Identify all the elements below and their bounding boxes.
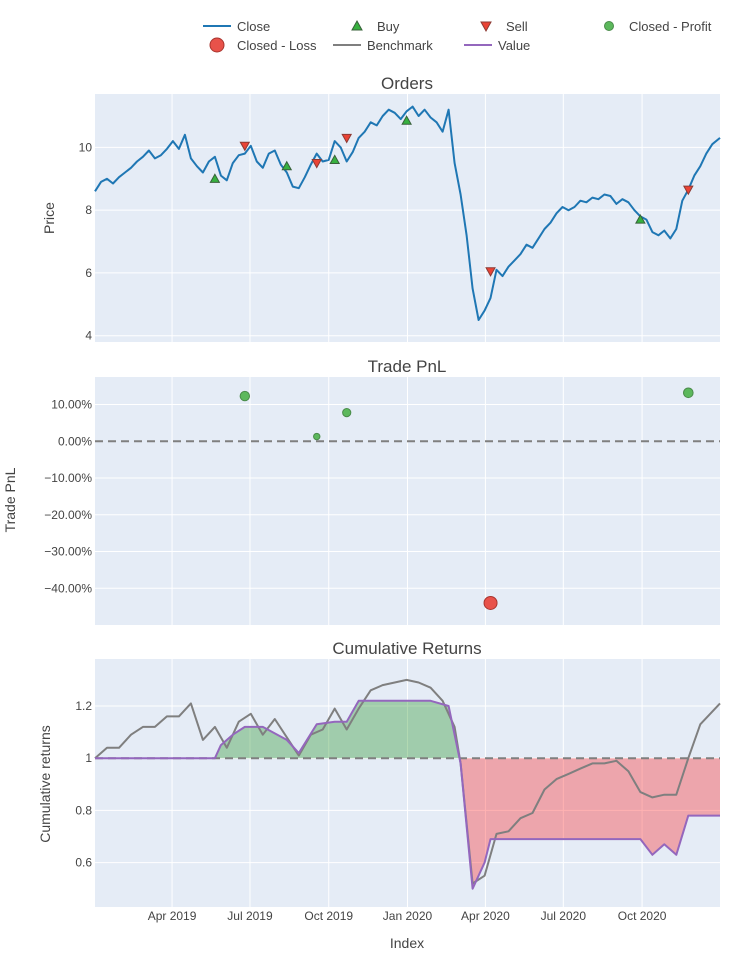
legend-item: Buy <box>351 19 400 34</box>
orders-y-label: Price <box>41 202 57 234</box>
cumulative-returns-y-label: Cumulative returns <box>37 725 53 843</box>
profit-point <box>683 387 694 399</box>
y-tick-label: 0.8 <box>75 803 92 817</box>
x-tick-label: Oct 2020 <box>618 909 667 923</box>
legend-item: Value <box>464 38 530 53</box>
x-tick-label: Oct 2019 <box>304 909 353 923</box>
trade-pnl-panel: 10.00%0.00%−10.00%−20.00%−30.00%−40.00% … <box>2 357 720 625</box>
legend-label: Closed - Loss <box>237 38 317 53</box>
legend-label: Closed - Profit <box>629 19 712 34</box>
sell-marker <box>485 267 496 277</box>
loss-fill-area <box>95 758 720 889</box>
legend-item: Benchmark <box>333 38 433 53</box>
plot-area: 0.6 0.8 1 1.2 <box>75 659 721 907</box>
y-tick-label: 0.6 <box>75 856 92 870</box>
sell-marker <box>341 133 353 144</box>
y-tick-label: −20.00% <box>44 508 92 522</box>
y-tick-label: 0.00% <box>58 434 92 448</box>
value-line <box>95 699 720 890</box>
benchmark-line <box>94 678 721 885</box>
legend-item: Closed - Loss <box>209 37 317 53</box>
buy-marker <box>209 173 221 183</box>
y-tick-label: 1 <box>85 751 92 765</box>
x-tick-label: Apr 2020 <box>461 909 510 923</box>
y-tick-label: −40.00% <box>44 581 92 595</box>
y-tick-label: 10 <box>79 140 93 154</box>
legend-swatch-circle <box>604 21 614 31</box>
legend-item: Sell <box>480 19 528 34</box>
y-tick-label: −30.00% <box>44 545 92 559</box>
orders-panel: 4 6 8 10 Orders Price <box>41 74 721 343</box>
legend-item: Close <box>203 19 270 34</box>
x-tick-label: Jan 2020 <box>383 909 433 923</box>
close-price-line <box>94 105 721 321</box>
legend-swatch-triangle-down <box>480 21 492 33</box>
x-axis: Index Apr 2019 Jul 2019 Oct 2019 Jan 2020 Ap… <box>148 909 667 951</box>
y-tick-label: 1.2 <box>75 699 92 713</box>
legend-item: Closed - Profit <box>604 19 712 34</box>
sell-marker <box>239 141 251 152</box>
legend-swatch-circle <box>209 37 225 53</box>
buy-marker <box>635 214 646 224</box>
x-axis-title: Index <box>390 935 424 951</box>
profit-point <box>342 408 352 418</box>
x-tick-label: Jul 2020 <box>541 909 587 923</box>
buy-marker <box>329 154 341 165</box>
sell-marker <box>311 158 323 169</box>
profit-fill-area <box>95 700 720 759</box>
buy-marker <box>401 115 412 125</box>
legend: Close Buy Sell Closed - Profit Closed - Loss… <box>203 19 712 53</box>
legend-label: Close <box>237 19 270 34</box>
buy-marker <box>281 160 293 171</box>
legend-label: Benchmark <box>367 38 433 53</box>
y-tick-label: 6 <box>85 266 92 280</box>
x-tick-label: Apr 2019 <box>148 909 197 923</box>
cumulative-returns-title: Cumulative Returns <box>332 639 481 658</box>
legend-label: Value <box>498 38 530 53</box>
sell-marker <box>682 185 694 196</box>
plot-area: 10.00% 0.00% −10.00% −20.00% −30.00% −40.00% <box>44 377 720 625</box>
trade-pnl-title: Trade PnL <box>368 357 447 376</box>
loss-point <box>483 595 498 610</box>
y-tick-label: −10.00% <box>44 471 92 485</box>
y-tick-label: 10.00% <box>51 398 92 412</box>
cumulative-returns-panel: 0.6 0.8 1 1.2 Cumulative Returns Cumulative… <box>37 639 721 907</box>
trade-pnl-y-label: Trade PnL <box>2 467 18 532</box>
y-tick-label: 8 <box>85 203 92 217</box>
legend-label: Sell <box>506 19 528 34</box>
y-tick-label: 4 <box>85 329 92 343</box>
legend-swatch-triangle-up <box>351 19 363 31</box>
x-tick-label: Jul 2019 <box>227 909 273 923</box>
profit-point <box>313 432 321 441</box>
profit-point <box>239 390 251 402</box>
plot-area: 4 6 8 10 <box>79 94 721 343</box>
legend-label: Buy <box>377 19 400 34</box>
orders-title: Orders <box>381 74 433 93</box>
